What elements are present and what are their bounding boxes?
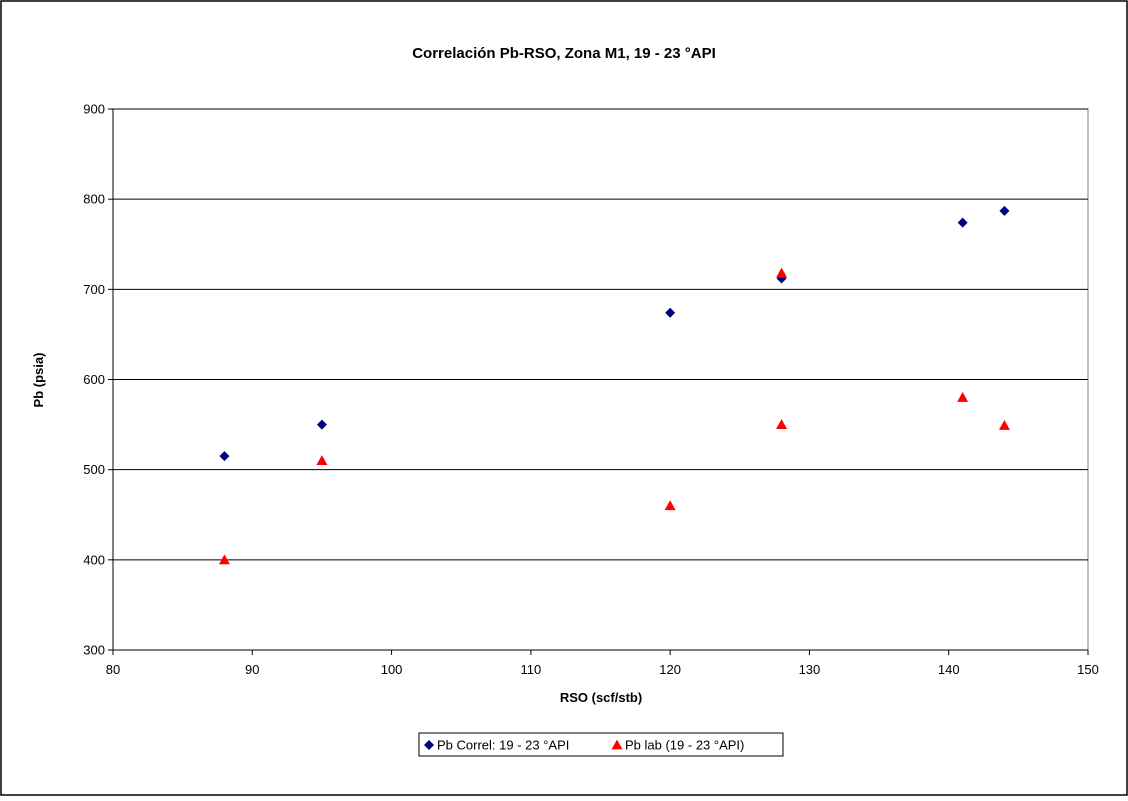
legend-marker-pb-correl [424,740,434,750]
y-tick-label-600: 600 [83,372,105,387]
y-tick-label-700: 700 [83,282,105,297]
pb-lab-point-1 [316,455,328,466]
pb-correl-point-1 [316,419,327,430]
y-tick-label-800: 800 [83,192,105,207]
legend-items: Pb Correl: 19 - 23 °API Pb lab (19 - 23 °… [424,738,744,753]
pb-correl-point-4 [957,217,968,228]
pb-lab-point-3 [776,419,788,429]
x-tick-label-110: 110 [520,662,541,677]
x-axis-title: RSO (scf/stb) [560,690,642,705]
legend: Pb Correl: 19 - 23 °API Pb lab (19 - 23 °… [418,732,784,757]
chart-title: Correlación Pb-RSO, Zona M1, 19 - 23 °AP… [412,45,716,62]
x-tick-label-100: 100 [381,662,403,677]
pb-correl-point-2 [665,307,676,318]
legend-label-pb-lab: Pb lab (19 - 23 °API) [625,738,744,753]
y-axis-title: Pb (psia) [31,353,46,408]
y-tick-label-300: 300 [83,643,105,658]
x-tick-label-130: 130 [799,662,821,677]
y-tick-label-500: 500 [83,462,105,477]
pb-lab-point-0 [218,554,230,565]
pb-lab-point-2 [664,500,676,511]
pb-correl-point-5 [999,205,1010,216]
legend-marker-pb-lab [611,739,623,750]
pb-correl-point-0 [219,451,230,462]
x-tick-label-90: 90 [245,662,259,677]
x-tick-label-140: 140 [938,662,960,677]
legend-label-pb-correl: Pb Correl: 19 - 23 °API [437,738,569,753]
pb-lab-point-6 [998,419,1010,430]
grid-layer [113,108,1088,561]
x-tick-label-150: 150 [1077,662,1099,677]
x-tick-label-120: 120 [659,662,681,677]
pb-lab-point-5 [957,392,969,402]
y-tick-label-400: 400 [83,552,105,567]
series-layer [218,205,1010,565]
legend-box [418,732,784,757]
pb-lab-point-4 [776,267,788,278]
y-tick-label-900: 900 [83,102,105,117]
x-tick-label-80: 80 [106,662,120,677]
axes-layer: 300 400 500 600 700 800 900 80 90 100 110 120 130 140… [83,102,1099,678]
